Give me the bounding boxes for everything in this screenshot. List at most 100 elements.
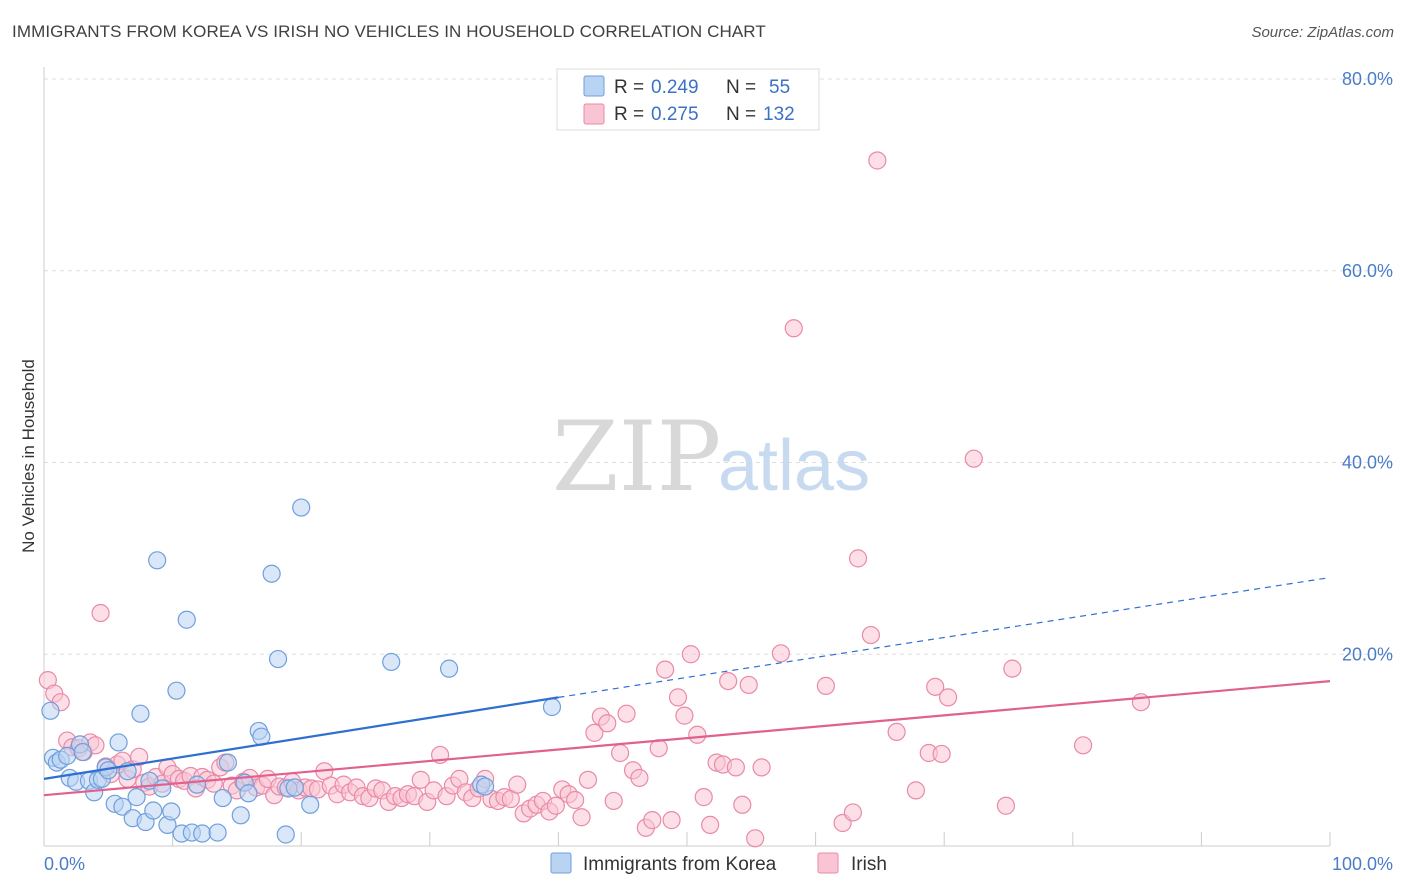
irish-point [566,790,585,810]
irish-point [585,723,604,742]
x-tick-label-min: 0.0% [44,854,85,874]
legend-n-label-irish: N = [726,104,756,125]
korea-point [239,784,258,803]
irish-point [752,758,771,777]
korea-point [213,788,232,808]
korea-trend-line [43,696,559,780]
irish-point [1073,736,1093,755]
korea-point [301,795,320,814]
legend-r-label-irish: R = [614,104,644,125]
bottom-legend: Immigrants from Korea Irish [550,852,887,875]
korea-point [109,733,128,752]
watermark: ZIP atlas [552,401,870,513]
korea-point [113,797,132,816]
watermark-zip: ZIP [552,401,721,513]
korea-point [382,652,401,672]
irish-point [662,811,681,830]
korea-point [144,801,163,820]
legend-n-value-korea: 55 [769,77,790,98]
korea-point [148,551,167,570]
irish-point [411,770,430,789]
korea-point [285,778,304,797]
legend-r-label-korea: R = [614,77,644,98]
korea-point [193,824,212,843]
irish-point [726,758,745,777]
irish-point [719,671,738,691]
korea-point [276,825,295,844]
legend-swatch-korea [583,75,605,97]
korea-point [177,610,196,629]
irish-point [578,770,598,789]
irish-point [681,645,700,664]
korea-point [187,775,207,794]
irish-point [843,803,862,822]
korea-point [262,564,281,583]
irish-point [964,449,983,468]
y-tick-label: 80.0% [1342,69,1393,89]
korea-point [268,649,288,669]
korea-point [208,823,227,842]
korea-point [218,753,237,772]
irish-point [784,319,803,338]
irish-point [868,151,887,170]
y-tick-label: 40.0% [1342,453,1393,473]
irish-point [604,791,623,811]
irish-point [733,795,752,814]
irish-point [643,811,662,830]
watermark-atlas: atlas [718,426,870,506]
irish-trend-line [43,679,1331,797]
korea-point [153,779,172,798]
irish-point [668,688,688,707]
bottom-legend-swatch-irish [817,852,839,874]
irish-point [771,644,790,663]
bottom-legend-label-korea: Immigrants from Korea [583,854,777,875]
irish-point [739,675,758,695]
irish-point [746,829,765,848]
irish-point [932,744,951,764]
bottom-legend-swatch-korea [550,852,572,874]
irish-point [91,603,110,623]
korea-point [292,498,311,517]
irish-point [816,676,835,695]
legend-n-label-korea: N = [726,77,756,98]
trend-lines [43,576,1331,797]
irish-point [130,747,149,766]
irish-point [675,706,694,725]
legend-r-value-korea: 0.249 [651,77,699,98]
korea-point [73,742,92,762]
legend-swatch-irish [583,103,605,125]
irish-point [508,775,527,794]
irish-point [630,768,649,788]
korea-points [41,498,562,844]
korea-point [231,806,250,825]
y-tick-label: 60.0% [1342,261,1393,281]
korea-point [131,704,150,723]
irish-point [688,725,707,744]
korea-point [475,777,495,796]
irish-point [887,722,906,742]
irish-point [926,677,945,696]
x-minor-ticks [172,832,1331,846]
irish-point [611,743,630,763]
y-axis-label: No Vehicles in Household [19,359,38,553]
korea-point [542,697,562,717]
korea-trend-extension [558,576,1331,698]
legend-n-value-irish: 132 [763,104,795,125]
x-tick-label-max: 100.0% [1332,854,1393,874]
irish-point [656,660,675,679]
korea-point [162,802,181,821]
korea-point [41,701,60,720]
korea-point [167,681,186,700]
korea-point [439,659,459,678]
legend: R = 0.249 N = 55 R = 0.275 N = 132 [556,68,820,131]
irish-point [938,688,958,707]
irish-point [906,781,926,800]
irish-point [617,704,636,723]
irish-point [1003,659,1022,678]
korea-point [127,788,146,807]
legend-r-value-irish: 0.275 [651,104,699,125]
chart-title: IMMIGRANTS FROM KOREA VS IRISH NO VEHICL… [12,22,766,41]
y-tick-label: 20.0% [1342,644,1393,664]
y-tick-labels: 20.0% 40.0% 60.0% 80.0% [1342,69,1393,664]
